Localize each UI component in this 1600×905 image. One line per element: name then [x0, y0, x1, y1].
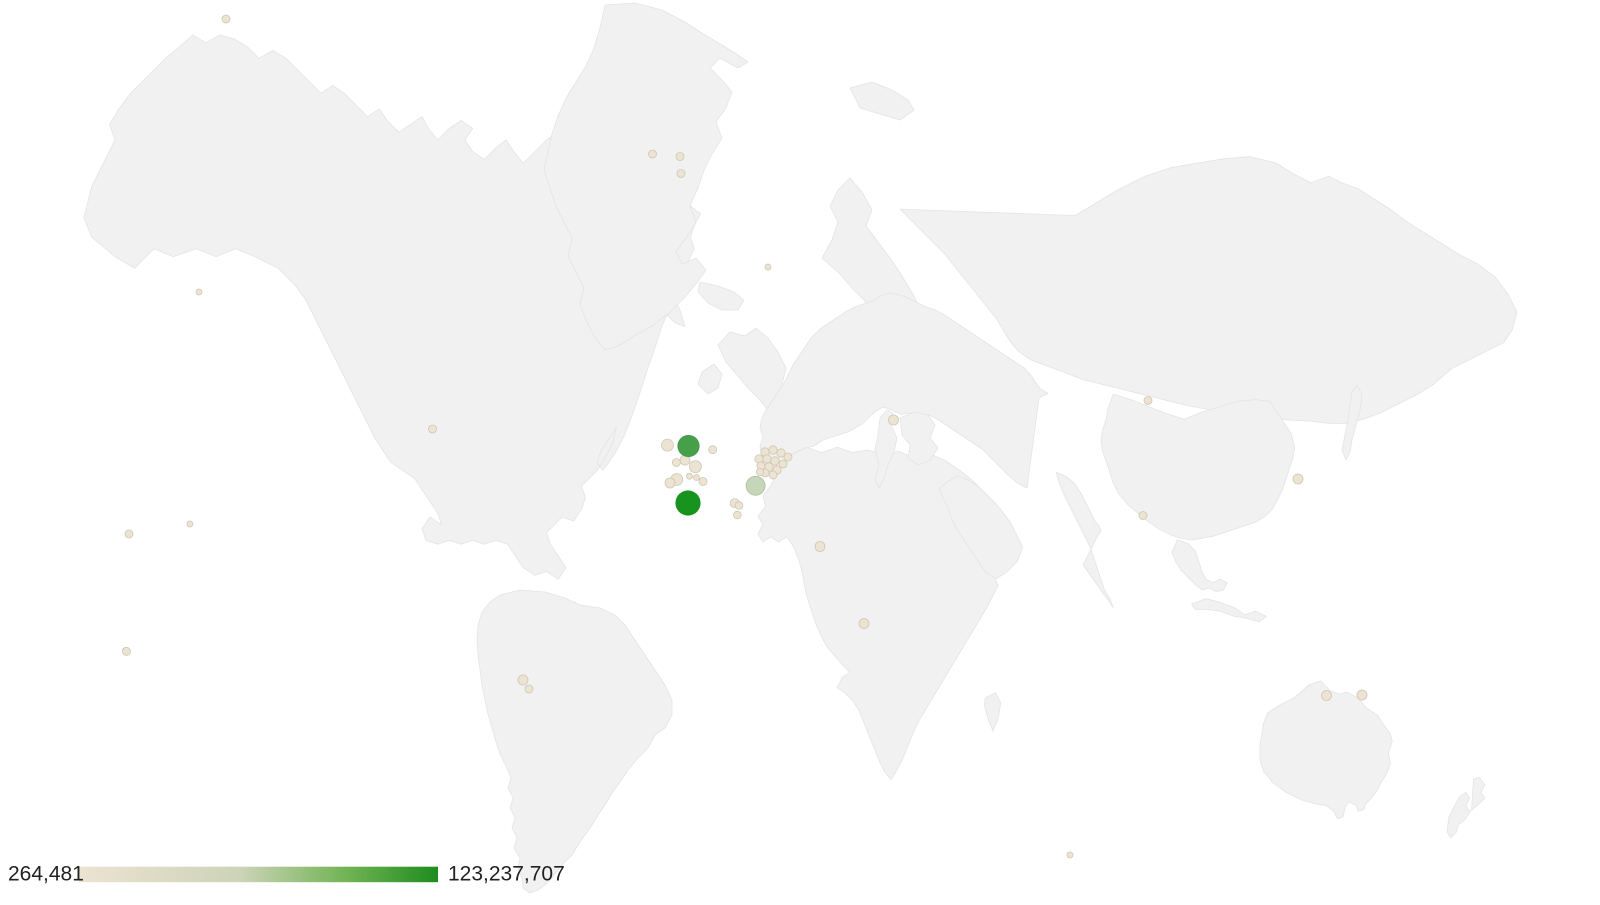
svg-text:123,237,707: 123,237,707 — [448, 863, 565, 886]
svg-text:264,481: 264,481 — [8, 863, 84, 886]
